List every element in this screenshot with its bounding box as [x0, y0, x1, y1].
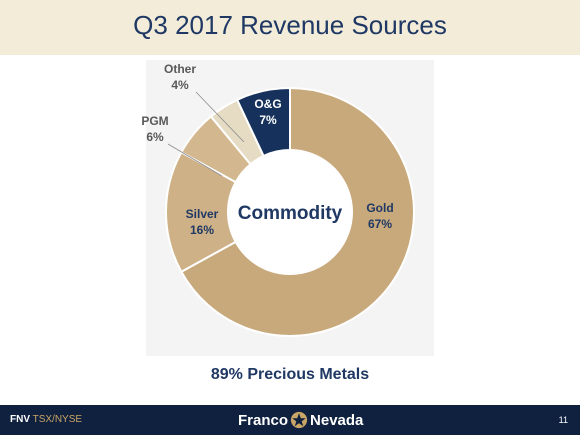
slice-label-o-g: O&G	[254, 97, 281, 111]
slice-value-pgm: 6%	[146, 130, 164, 144]
slice-value-o-g: 7%	[259, 113, 277, 127]
slice-label-other: Other	[164, 62, 196, 76]
title-bar	[0, 0, 580, 55]
slice-value-gold: 67%	[368, 217, 392, 231]
slice-label-gold: Gold	[366, 201, 393, 215]
footer-bar: FNV TSX/NYSE Franco Nevada 11	[0, 405, 580, 435]
ticker-exchange: TSX/NYSE	[32, 414, 83, 425]
leader-line-pgm	[167, 143, 223, 177]
page-number: 11	[558, 415, 568, 425]
precious-metals-summary: 89% Precious Metals	[210, 366, 370, 383]
ticker-symbol: FNV	[10, 414, 30, 425]
donut-hole	[229, 151, 351, 273]
ticker: FNV TSX/NYSE	[10, 414, 82, 425]
leader-line-other	[195, 91, 245, 143]
center-label: Commodity	[238, 203, 343, 224]
logo-text-right: Nevada	[310, 411, 364, 429]
slice-value-other: 4%	[171, 78, 189, 92]
slide-title: Q3 2017 Revenue Sources	[133, 10, 447, 40]
star-icon	[290, 411, 308, 429]
slice-value-silver: 16%	[190, 223, 214, 237]
slice-gold	[179, 86, 415, 337]
slice-o-g	[235, 86, 291, 158]
slice-label-silver: Silver	[186, 207, 219, 221]
logo-text-left: Franco	[238, 411, 289, 429]
company-logo: Franco Nevada	[238, 410, 363, 430]
slice-label-pgm: PGM	[141, 114, 168, 128]
